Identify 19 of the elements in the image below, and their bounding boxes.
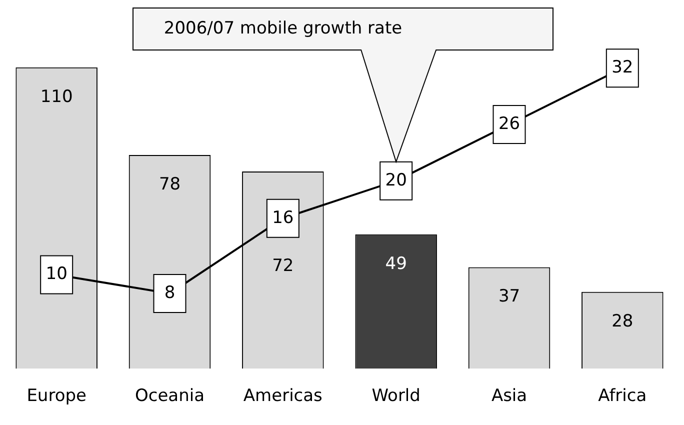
x-tick-label: Oceania [134, 386, 205, 406]
data-label: 10 [46, 264, 68, 284]
data-label: 20 [385, 170, 407, 190]
data-label: 16 [272, 208, 294, 228]
x-tick-label: Europe [26, 386, 86, 406]
data-label: 8 [164, 282, 176, 303]
x-tick-label: Asia [491, 386, 528, 406]
x-tick-label: Americas [243, 386, 323, 406]
text: 2006/07 mobile growth rate [164, 18, 402, 38]
data-label: 37 [498, 286, 520, 307]
data-label: 72 [272, 256, 294, 276]
data-label: 32 [612, 58, 634, 78]
data-label: 28 [612, 311, 634, 332]
data-label: 26 [498, 114, 520, 134]
data-label: 110 [40, 86, 73, 107]
x-tick-label: World [372, 386, 420, 406]
data-label: 78 [158, 174, 181, 194]
x-tick-label: Africa [598, 386, 647, 406]
data-label: 49 [385, 254, 407, 274]
